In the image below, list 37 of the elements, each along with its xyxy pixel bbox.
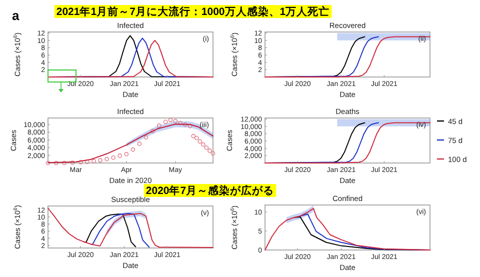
point: [163, 120, 168, 124]
text: a: [12, 8, 20, 23]
point: [150, 128, 155, 134]
line-series: [264, 122, 430, 164]
point: [124, 152, 129, 156]
point: [144, 135, 148, 140]
point: [168, 118, 173, 122]
point: [62, 160, 66, 166]
point: [70, 160, 75, 165]
point: [194, 136, 199, 140]
point: [156, 124, 162, 128]
point: [173, 118, 178, 124]
line-series: [264, 36, 430, 78]
point: [201, 142, 206, 147]
point: [98, 158, 102, 162]
point: [204, 145, 209, 150]
point: [46, 160, 50, 166]
point: [198, 139, 202, 144]
point: [183, 122, 188, 127]
text: 2020年7月～感染が広がる: [146, 184, 274, 197]
line-series: [83, 214, 136, 248]
point: [137, 142, 142, 146]
point: [111, 155, 116, 160]
text: 2021年1月前～7月に大流行：1000万人感染、1万人死亡: [56, 5, 330, 18]
point: [210, 151, 216, 156]
line-series: [264, 208, 430, 250]
point: [208, 148, 212, 153]
point: [130, 147, 136, 152]
line-series: [48, 208, 214, 248]
point: [92, 158, 96, 164]
point: [104, 157, 109, 162]
point: [78, 160, 83, 164]
point: [54, 160, 58, 166]
point: [118, 154, 122, 158]
point: [178, 120, 182, 126]
point: [191, 134, 196, 138]
line-series: [90, 212, 150, 248]
